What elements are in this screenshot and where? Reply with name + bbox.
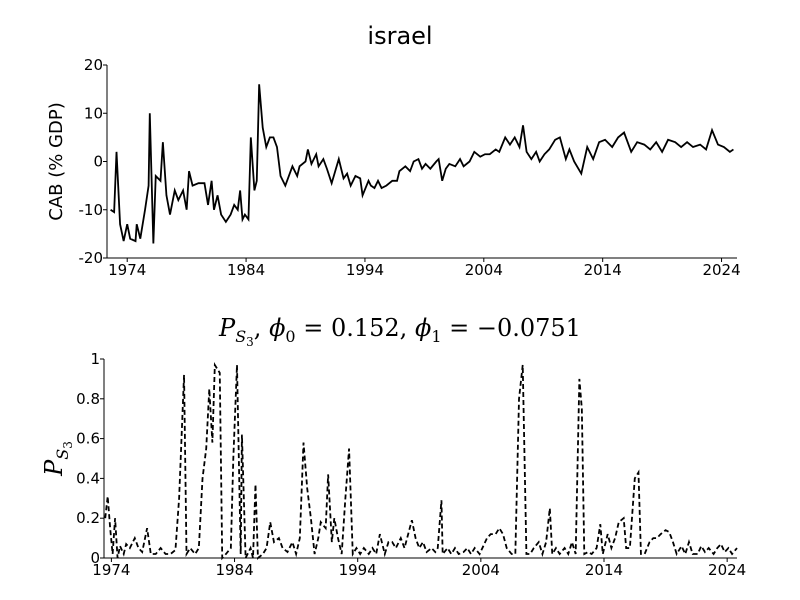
math-part: P (40, 459, 68, 477)
math-part: 3 (246, 335, 254, 349)
x-tick-label: 1994 (346, 261, 384, 279)
x-tick-label: 2024 (702, 261, 740, 279)
x-tick-label: 2014 (584, 261, 622, 279)
y-tick-label: 10 (84, 104, 103, 122)
y-tick-label: 0 (93, 153, 103, 171)
y-tick-label: 0.4 (76, 469, 100, 487)
x-tick-label: 1974 (108, 261, 146, 279)
y-tick-label: -10 (79, 201, 104, 219)
math-part: 1 (431, 327, 441, 346)
x-tick-label: 1984 (227, 261, 265, 279)
data-line (104, 361, 738, 561)
y-tick-label: -20 (79, 249, 104, 267)
x-tick-label: 2004 (462, 561, 500, 579)
math-part: = 0.152, (296, 314, 415, 342)
math-part: 3 (61, 441, 75, 449)
y-tick-label: 0.2 (76, 509, 100, 527)
chart-title: PS3, ϕ0 = 0.152, ϕ1 = −0.0751 (218, 314, 581, 349)
x-tick-label: 1994 (339, 561, 377, 579)
math-part: S (235, 327, 246, 346)
math-part: 0 (285, 327, 295, 346)
math-part: , (254, 314, 269, 342)
chart-title: israel (367, 22, 432, 50)
y-tick-label: 0 (90, 549, 100, 567)
y-tick-label: 1 (90, 350, 100, 368)
y-tick-label: 20 (84, 56, 103, 74)
x-tick-label: 1974 (92, 561, 130, 579)
math-part: ϕ (415, 314, 431, 342)
y-axis-label: CAB (% GDP) (46, 102, 67, 221)
math-part: P (218, 314, 236, 342)
data-line (110, 84, 734, 244)
math-part: ϕ (269, 314, 285, 342)
y-axis-label: PS3 (40, 441, 75, 477)
x-tick-label: 2014 (585, 561, 623, 579)
x-tick-label: 1984 (215, 561, 253, 579)
math-part: = −0.0751 (442, 314, 581, 342)
y-tick-label: 0.6 (76, 430, 100, 448)
x-tick-label: 2024 (708, 561, 746, 579)
math-part: S (53, 449, 72, 460)
y-tick-label: 0.8 (76, 390, 100, 408)
x-tick-label: 2004 (465, 261, 503, 279)
